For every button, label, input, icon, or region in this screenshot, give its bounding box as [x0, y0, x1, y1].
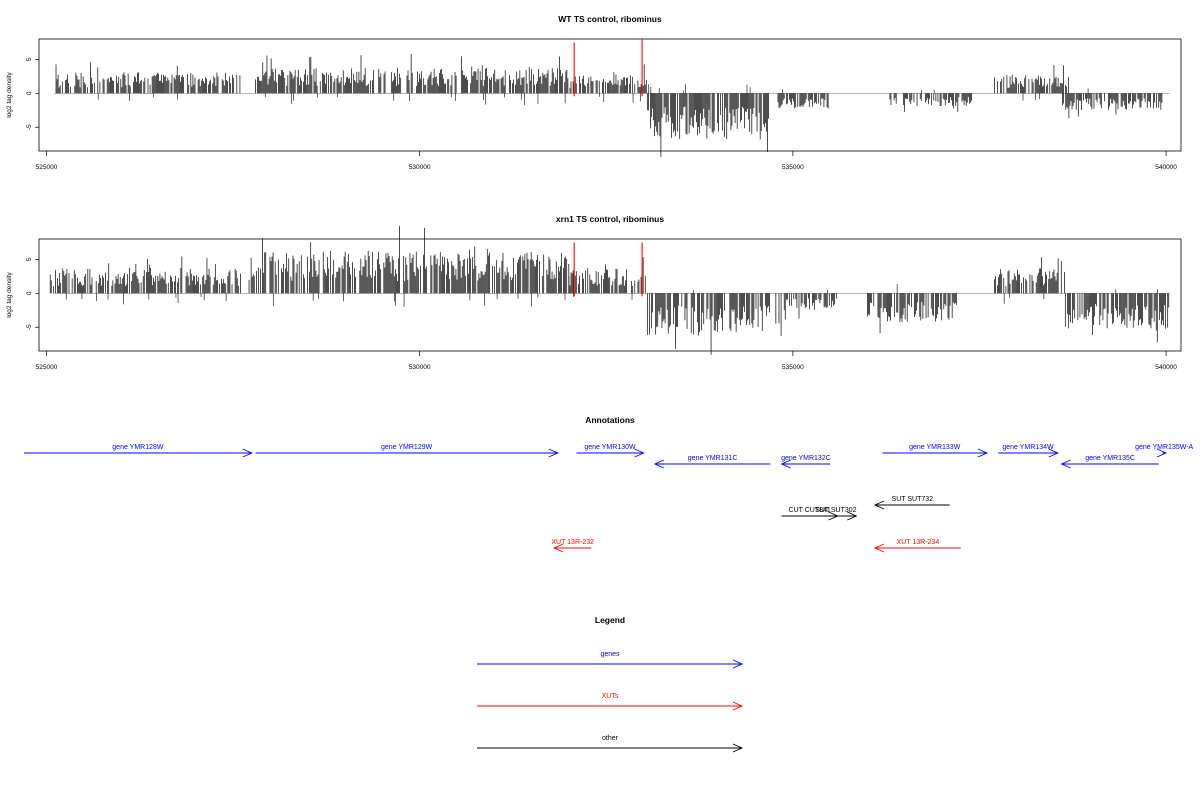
feature-label: gene YMR135W-A: [1135, 444, 1193, 451]
feature-label: gene YMR129W: [381, 444, 433, 451]
feature-label: gene YMR133W: [909, 444, 961, 451]
plot-frame: [38, 38, 1182, 152]
panel-title: xrn1 TS control, ribominus: [556, 214, 664, 224]
legend-item: other: [477, 735, 744, 753]
y-tick-label: 5: [26, 57, 33, 61]
x-axis: 525000 530000 535000 540000: [36, 351, 1177, 371]
y-tick-label: 0: [26, 291, 33, 295]
legend-item: XUTs: [477, 693, 744, 711]
feature-arrow: gene YMR135W-A: [1135, 444, 1194, 458]
y-axis: -5 0 5: [26, 57, 39, 130]
feature-arrow: gene YMR128W: [24, 444, 253, 458]
x-axis: 525000 530000 535000 540000: [36, 151, 1177, 171]
legend: genes XUTs other: [477, 651, 744, 753]
feature-label: gene YMR130W: [584, 444, 636, 451]
feature-arrow: gene YMR131C: [653, 455, 771, 469]
y-tick-label: -5: [26, 324, 33, 330]
feature-label: gene YMR134W: [1002, 444, 1054, 451]
annotation-track: gene YMR128W gene YMR129W gene YMR130W gene…: [24, 444, 1194, 553]
feature-label: CUT CUT841: [789, 507, 831, 514]
y-axis: -5 0 5: [26, 257, 39, 330]
feature-arrow: SUT SUT732: [873, 496, 950, 510]
x-tick-label: 540000: [1155, 364, 1177, 371]
y-tick-label: 0: [26, 91, 33, 95]
y-axis-label: log2 tag density: [6, 271, 13, 317]
coverage-bars: [49, 225, 1170, 355]
plot-frame: [38, 238, 1182, 352]
feature-label: XUT 13R-234: [897, 539, 940, 546]
feature-arrow: gene YMR133W: [882, 444, 989, 458]
y-tick-label: -5: [26, 124, 33, 130]
x-tick-label: 525000: [36, 164, 58, 171]
legend-label: other: [602, 735, 619, 742]
legend-item: genes: [477, 651, 744, 669]
feature-label: SUT SUT732: [892, 496, 934, 503]
annotations-title: Annotations: [585, 415, 635, 425]
feature-label: SUT SUT302: [815, 507, 857, 514]
feature-arrow: gene YMR129W: [255, 444, 559, 458]
feature-label: gene YMR132C: [781, 455, 831, 462]
feature-arrow: SUT SUT302: [815, 507, 858, 521]
coverage-bars: [53, 39, 1170, 157]
feature-arrow: gene YMR130W: [576, 444, 645, 458]
feature-arrow: gene YMR132C: [780, 455, 831, 469]
legend-label: XUTs: [602, 693, 619, 700]
legend-label: genes: [600, 651, 620, 658]
x-tick-label: 535000: [782, 164, 804, 171]
feature-arrow: gene YMR134W: [998, 444, 1059, 458]
feature-arrow: XUT 13R-234: [873, 539, 961, 553]
y-tick-label: 5: [26, 257, 33, 261]
feature-label: gene YMR128W: [112, 444, 164, 451]
feature-label: gene YMR131C: [688, 455, 738, 462]
legend-title: Legend: [595, 615, 625, 625]
coverage-panel-wt: WT TS control, ribominus log2 tag densit…: [6, 14, 1182, 171]
x-tick-label: 535000: [782, 364, 804, 371]
x-tick-label: 530000: [409, 364, 431, 371]
y-axis-label: log2 tag density: [6, 71, 13, 117]
feature-arrow: gene YMR135C: [1060, 455, 1159, 469]
coverage-panel-xrn1: xrn1 TS control, ribominus log2 tag dens…: [6, 214, 1182, 371]
feature-arrow: XUT 13R-232: [551, 539, 594, 553]
x-tick-label: 540000: [1155, 164, 1177, 171]
feature-label: XUT 13R-232: [551, 539, 594, 546]
panel-title: WT TS control, ribominus: [558, 14, 662, 24]
x-tick-label: 525000: [36, 364, 58, 371]
x-tick-label: 530000: [409, 164, 431, 171]
feature-label: gene YMR135C: [1085, 455, 1135, 462]
